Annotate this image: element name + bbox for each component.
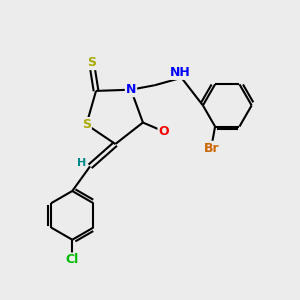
Text: O: O xyxy=(158,125,169,138)
Text: Br: Br xyxy=(204,142,220,155)
Text: S: S xyxy=(87,56,96,69)
Text: S: S xyxy=(82,118,91,131)
Text: Cl: Cl xyxy=(66,254,79,266)
Text: NH: NH xyxy=(169,66,190,79)
Text: H: H xyxy=(76,158,86,168)
Text: N: N xyxy=(126,83,136,96)
